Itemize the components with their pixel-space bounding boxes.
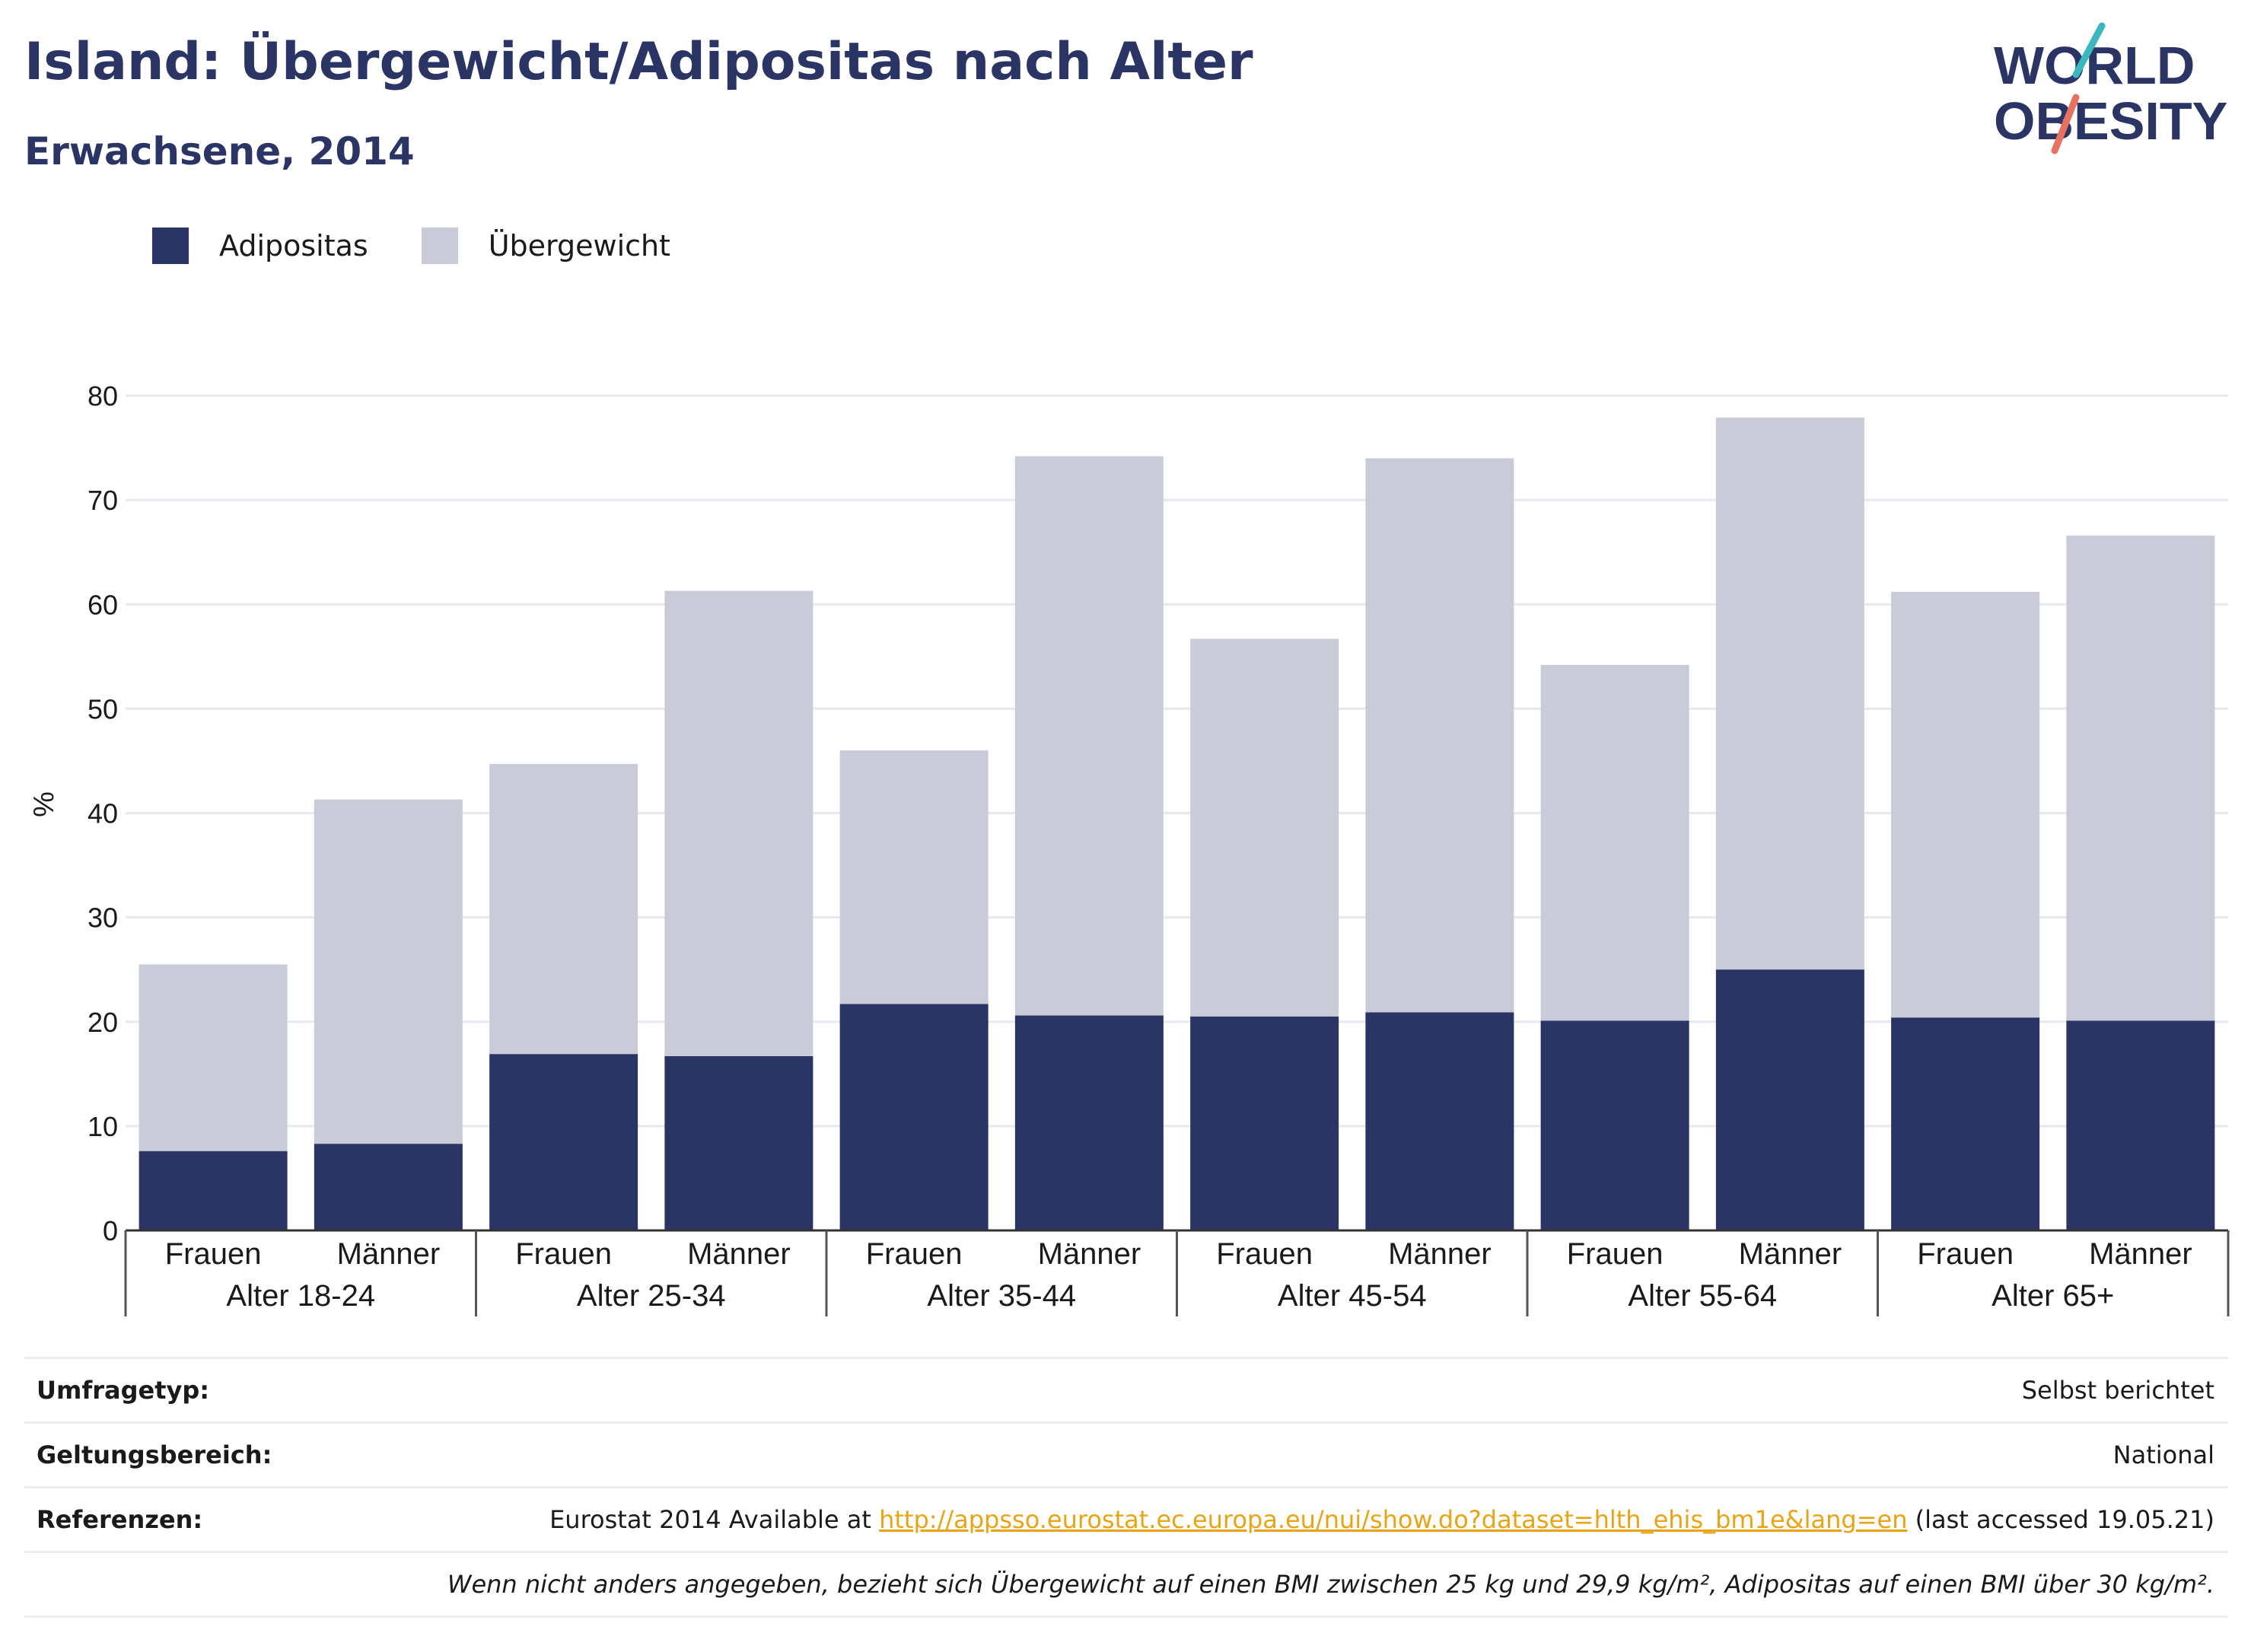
page-subtitle: Erwachsene, 2014 [24, 129, 415, 173]
y-axis-label: % [28, 791, 60, 817]
legend-swatch-obesity [152, 228, 189, 264]
definition-note: Wenn nicht anders angegeben, bezieht sic… [447, 1570, 2214, 1599]
x-group-label: Alter 45-54 [1278, 1279, 1427, 1313]
x-tick-label: Männer [2089, 1237, 2192, 1271]
legend-label-overweight: Übergewicht [488, 229, 670, 263]
bar-obesity [1190, 1016, 1339, 1230]
y-tick-label: 60 [88, 589, 118, 620]
bar-obesity [2066, 1020, 2215, 1230]
y-tick-label: 10 [88, 1111, 118, 1142]
y-tick-label: 80 [88, 380, 118, 412]
x-group-label: Alter 55-64 [1628, 1279, 1777, 1313]
x-tick-label: Männer [337, 1237, 441, 1271]
coverage-value: National [2113, 1440, 2214, 1469]
bar-obesity [1540, 1020, 1689, 1230]
x-group-label: Alter 65+ [1992, 1279, 2114, 1313]
bar-overweight [1891, 591, 2040, 1018]
x-tick-label: Frauen [515, 1237, 612, 1271]
bar-overweight [138, 964, 288, 1151]
stacked-bar-chart: 0 10 20 30 40 50 60 70 80% Frauen Männer Frauen Männ… [28, 380, 2230, 1316]
footer-row-references: Referenzen: Eurostat 2014 Available at h… [24, 1486, 2228, 1551]
references-suffix: (last accessed 19.05.21) [1915, 1505, 2214, 1534]
references-prefix: Eurostat 2014 Available at [549, 1505, 871, 1534]
bar-overweight [1715, 417, 1864, 970]
bar-overweight [1540, 664, 1689, 1021]
legend-label-obesity: Adipositas [219, 229, 368, 263]
bar-obesity [489, 1054, 638, 1230]
bar-obesity [1715, 969, 1864, 1230]
bar-overweight [1365, 458, 1514, 1013]
chart-legend: Adipositas Übergewicht [152, 225, 724, 266]
bar-obesity [138, 1151, 288, 1230]
x-group-label: Alter 25-34 [577, 1279, 726, 1313]
y-tick-label: 50 [88, 693, 118, 724]
bar-obesity [1891, 1017, 2040, 1230]
x-group-label: Alter 18-24 [226, 1279, 375, 1313]
x-tick-label: Frauen [1216, 1237, 1313, 1271]
bar-obesity [1365, 1012, 1514, 1230]
bar-obesity [314, 1144, 463, 1230]
bar-overweight [1014, 456, 1164, 1016]
legend-item-obesity: Adipositas [152, 228, 368, 264]
x-tick-label: Frauen [866, 1237, 963, 1271]
references-link[interactable]: http://appsso.eurostat.ec.europa.eu/nui/… [879, 1505, 1908, 1534]
x-tick-label: Männer [1388, 1237, 1492, 1271]
bar-overweight [314, 799, 463, 1144]
coverage-label: Geltungsbereich: [37, 1440, 272, 1469]
legend-item-overweight: Übergewicht [421, 228, 670, 264]
svg-text:OBESITY: OBESITY [1994, 91, 2227, 151]
y-tick-label: 70 [88, 485, 118, 516]
y-tick-label: 30 [88, 902, 118, 934]
x-tick-label: Männer [1739, 1237, 1842, 1271]
x-tick-label: Männer [1038, 1237, 1141, 1271]
page-title: Island: Übergewicht/Adipositas nach Alte… [24, 32, 1253, 92]
x-tick-label: Frauen [165, 1237, 262, 1271]
legend-swatch-overweight [421, 228, 458, 264]
y-tick-label: 20 [88, 1007, 118, 1038]
bar-obesity [839, 1004, 989, 1230]
x-tick-label: Frauen [1567, 1237, 1664, 1271]
x-group-label: Alter 35-44 [927, 1279, 1076, 1313]
y-tick-label: 40 [88, 798, 118, 829]
survey-value: Selbst berichtet [2021, 1376, 2214, 1405]
footer-row-note: Wenn nicht anders angegeben, bezieht sic… [24, 1551, 2228, 1618]
world-obesity-logo: WORLD OBESITY [1994, 22, 2227, 154]
bar-obesity [1014, 1015, 1164, 1230]
bar-overweight [664, 590, 813, 1057]
bar-overweight [2066, 535, 2215, 1021]
footer-row-coverage: Geltungsbereich: National [24, 1421, 2228, 1486]
references-label: Referenzen: [37, 1505, 203, 1534]
references-value: Eurostat 2014 Available at http://appsso… [549, 1505, 2214, 1534]
y-tick-label: 0 [103, 1215, 118, 1246]
x-tick-label: Frauen [1917, 1237, 2014, 1271]
footer-row-survey: Umfragetyp: Selbst berichtet [24, 1357, 2228, 1421]
survey-label: Umfragetyp: [37, 1376, 210, 1405]
bar-overweight [839, 750, 989, 1004]
bar-overweight [1190, 638, 1339, 1017]
footer-table: Umfragetyp: Selbst berichtet Geltungsber… [24, 1357, 2228, 1618]
bar-obesity [664, 1056, 813, 1230]
bar-overweight [489, 764, 638, 1055]
x-tick-label: Männer [687, 1237, 791, 1271]
